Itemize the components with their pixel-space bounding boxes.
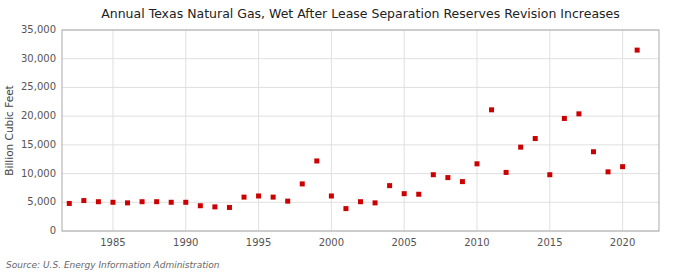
data-point xyxy=(387,183,392,188)
data-point xyxy=(373,200,378,205)
data-point xyxy=(518,145,523,150)
source-note: Source: U.S. Energy Information Administ… xyxy=(6,260,220,270)
data-point xyxy=(445,175,450,180)
x-grid-line xyxy=(258,30,259,231)
data-point xyxy=(242,195,247,200)
y-grid-line xyxy=(62,58,659,59)
data-point xyxy=(81,198,86,203)
data-point xyxy=(591,149,596,154)
data-point xyxy=(489,107,494,112)
data-point xyxy=(271,195,276,200)
title: Annual Texas Natural Gas, Wet After Leas… xyxy=(101,6,620,21)
y-tick-label: 10,000 xyxy=(21,168,56,179)
data-point xyxy=(606,169,611,174)
y-grid-line xyxy=(62,87,659,88)
data-point xyxy=(474,161,479,166)
data-point xyxy=(343,206,348,211)
x-grid-line xyxy=(404,30,405,231)
data-point xyxy=(300,181,305,186)
grid xyxy=(62,30,659,231)
y-axis-label: Billion Cubic Feet xyxy=(3,85,15,175)
data-point xyxy=(183,200,188,205)
plot-area xyxy=(62,30,659,231)
y-grid-line xyxy=(62,144,659,145)
y-tick-label: 20,000 xyxy=(21,110,56,121)
data-point xyxy=(285,199,290,204)
data-point xyxy=(67,201,72,206)
data-point xyxy=(227,205,232,210)
x-grid-line xyxy=(549,30,550,231)
y-tick-label: 30,000 xyxy=(21,53,56,64)
x-grid-line xyxy=(331,30,332,231)
data-point xyxy=(533,136,538,141)
data-point xyxy=(547,172,552,177)
x-tick-label: 1985 xyxy=(100,237,125,248)
y-grid-line xyxy=(62,116,659,117)
chart: 0 5,000 10,000 15,000 20,000 25,000 30,000 35,0… xyxy=(0,0,675,275)
axes: 0 5,000 10,000 15,000 20,000 25,000 30,000 35,0… xyxy=(21,24,659,248)
data-point xyxy=(329,193,334,198)
x-tick-label: 1995 xyxy=(246,237,271,248)
data-point xyxy=(402,191,407,196)
data-point xyxy=(635,48,640,53)
data-point xyxy=(620,164,625,169)
data-point xyxy=(110,200,115,205)
x-tick-label: 2005 xyxy=(391,237,416,248)
x-tick-label: 2015 xyxy=(537,237,562,248)
data-point xyxy=(169,200,174,205)
data-point xyxy=(576,111,581,116)
data-point xyxy=(431,172,436,177)
x-tick-label: 2010 xyxy=(464,237,489,248)
data-point xyxy=(358,199,363,204)
x-grid-line xyxy=(622,30,623,231)
x-tick-label: 1990 xyxy=(173,237,198,248)
data-point xyxy=(140,199,145,204)
y-tick-label: 25,000 xyxy=(21,81,56,92)
data-point xyxy=(125,200,130,205)
x-tick-label: 2000 xyxy=(319,237,344,248)
data-point xyxy=(562,116,567,121)
y-tick-label: 5,000 xyxy=(27,196,56,207)
data-point xyxy=(460,179,465,184)
y-grid-line xyxy=(62,173,659,174)
plot-frame xyxy=(62,30,659,231)
y-tick-label: 0 xyxy=(50,225,56,236)
data-point xyxy=(198,203,203,208)
x-grid-line xyxy=(476,30,477,231)
data-point xyxy=(256,193,261,198)
data-point xyxy=(504,170,509,175)
y-tick-label: 15,000 xyxy=(21,139,56,150)
data-point xyxy=(154,199,159,204)
points xyxy=(67,48,640,212)
data-point xyxy=(314,158,319,163)
data-point xyxy=(416,192,421,197)
data-point xyxy=(96,199,101,204)
x-tick-label: 2020 xyxy=(610,237,635,248)
y-tick-label: 35,000 xyxy=(21,24,56,35)
data-point xyxy=(212,204,217,209)
